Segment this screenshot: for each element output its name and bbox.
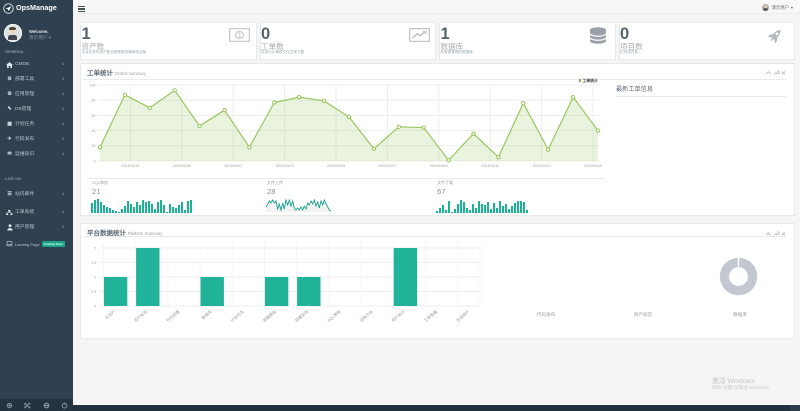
- svg-text:60: 60: [92, 114, 96, 118]
- svg-text:0: 0: [94, 159, 96, 163]
- svg-text:在线用户: 在线用户: [454, 308, 470, 323]
- svg-text:2024/03/11: 2024/03/11: [481, 164, 499, 168]
- svg-text:2024/03/15: 2024/03/15: [584, 164, 602, 168]
- svg-text:2024/03/01: 2024/03/01: [224, 164, 242, 168]
- svg-text:40: 40: [92, 129, 96, 133]
- svg-text:0: 0: [94, 304, 96, 308]
- svg-text:2024/03/07: 2024/03/07: [378, 164, 396, 168]
- svg-text:20: 20: [92, 144, 96, 148]
- svg-text:1: 1: [94, 275, 96, 279]
- svg-text:1.5: 1.5: [91, 261, 96, 265]
- svg-text:2: 2: [94, 246, 96, 250]
- svg-text:SQL审核: SQL审核: [326, 308, 342, 323]
- svg-text:2024/02/26: 2024/02/26: [121, 164, 139, 168]
- svg-text:用户统计: 用户统计: [390, 308, 406, 323]
- svg-text:2024/03/03: 2024/03/03: [276, 164, 294, 168]
- svg-text:计划任务: 计划任务: [229, 308, 245, 323]
- svg-text:2024/03/09: 2024/03/09: [430, 164, 448, 168]
- svg-text:2024/03/05: 2024/03/05: [327, 164, 345, 168]
- svg-text:运维文档: 运维文档: [358, 308, 374, 323]
- svg-text:80: 80: [92, 99, 96, 103]
- svg-text:工单数量: 工单数量: [422, 308, 438, 323]
- svg-text:总资产: 总资产: [103, 308, 116, 320]
- svg-text:数据库: 数据库: [200, 308, 213, 320]
- svg-text:资产标签: 资产标签: [132, 308, 148, 323]
- svg-text:部署模板: 部署模板: [261, 308, 277, 323]
- svg-text:0.5: 0.5: [91, 290, 96, 294]
- svg-text:100: 100: [90, 83, 96, 87]
- svg-text:部署实例: 部署实例: [293, 308, 309, 323]
- svg-text:2024/03/13: 2024/03/13: [533, 164, 551, 168]
- svg-text:代码部署: 代码部署: [165, 308, 181, 323]
- svg-text:2024/02/28: 2024/02/28: [173, 164, 191, 168]
